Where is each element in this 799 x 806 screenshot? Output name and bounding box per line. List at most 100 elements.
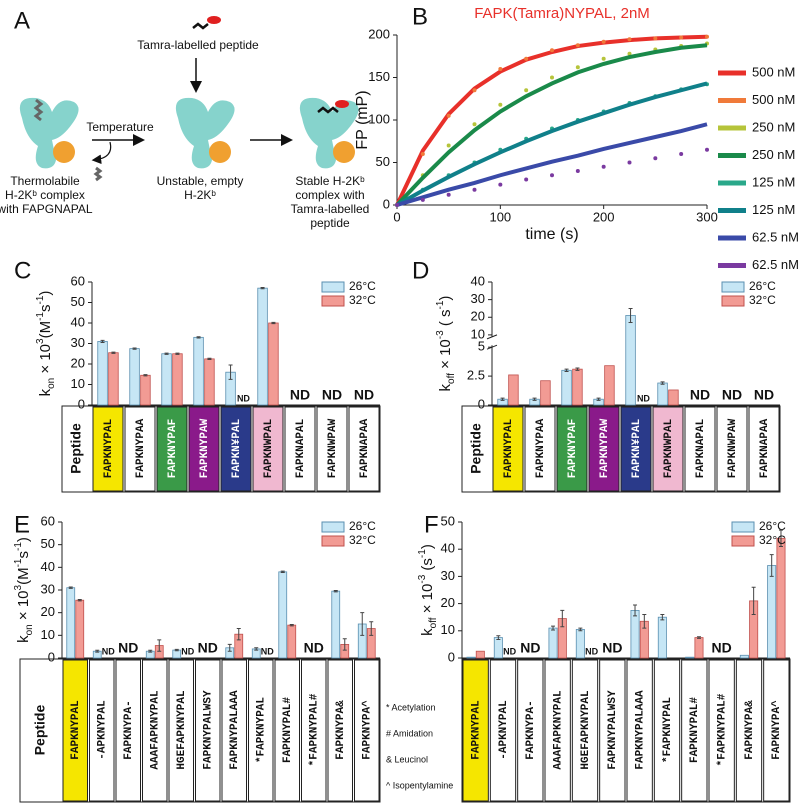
bar [572,368,583,406]
bar [287,624,297,659]
state-caption: H-2Kᵇ complex [5,188,85,202]
category-cell [316,406,348,492]
state-caption: Thermolabile [10,174,80,188]
y-label-part: -1 [35,295,46,304]
y-label-part: k [37,388,54,396]
category-cell [156,406,188,492]
y-label-part: × 10 [437,339,454,373]
bar [172,649,182,659]
category-cell [763,659,790,802]
panel-label: E [14,511,30,538]
category-cell [115,659,141,802]
table-frame [61,405,381,493]
legend-swatch [721,281,745,293]
category-label: AAAFAPKNYPAL [150,690,162,770]
error-bar [77,599,82,602]
bar [204,358,215,406]
category-cell [571,659,599,802]
error-bar [575,367,580,371]
category-label: FAPKNYPA- [525,700,537,759]
error-bar [227,643,232,652]
error-bar [68,586,73,589]
y-label-part: on [46,378,57,389]
error-bar [628,307,633,324]
value-label: ND [520,640,540,656]
legend-label: 250 nM [752,147,795,162]
value-label: ND [722,387,742,403]
b2m-1 [53,141,75,163]
x-tick-label: 100 [489,209,511,224]
category-label: FAPKNYPAW [599,418,611,478]
data-point [601,56,606,61]
error-bar [132,347,137,350]
bar [540,380,551,406]
state-caption: Tamra-labelled [291,202,370,216]
y-axis-label: FP (mP) [354,90,371,149]
y-tick-label: 200 [368,26,390,41]
y-tick-label: 0 [478,396,485,411]
category-cell [124,406,156,492]
category-cell [681,659,708,802]
x-tick-label: 300 [696,209,718,224]
error-bar [111,351,116,354]
legend-swatch [731,535,755,547]
category-label: FAPKNAPAL [695,418,707,478]
footnote: ^ Isopentylamine [386,780,453,790]
error-bar [551,625,556,631]
error-bar [196,336,201,339]
category-cell [284,406,316,492]
y-label-part: × 10 [15,590,32,624]
chart-title: FAPK(Tamra)NYPAL, 2nM [474,5,650,22]
error-bar [289,623,294,627]
table-frame [19,658,381,803]
state-caption: peptide [310,216,350,230]
legend-label: 125 nM [752,202,795,217]
data-point [472,122,477,127]
b2m-2 [209,141,231,163]
bar [466,656,476,659]
category-label: -APKNYPAL [97,700,109,760]
y-label-part: 3 [13,584,24,590]
category-cell [221,659,247,802]
y-tick-label: 2.5 [467,368,485,383]
y-label-part: on [24,624,35,635]
category-label: FAPKNAPAL [295,418,307,478]
y-tick-label: 60 [41,513,55,528]
value-label: ND [290,387,310,403]
data-point [550,75,554,80]
y-label-part: (M [15,567,32,585]
error-bar [596,397,601,401]
y-tick-label: 40 [441,541,455,556]
y-label-part: × 10 [419,584,436,618]
y-tick-label: 100 [368,111,390,126]
y-tick-label: 50 [41,536,55,551]
bar [767,565,777,659]
error-bar [254,647,259,651]
y-tick-label: 50 [376,154,390,169]
y-tick-label: 40 [41,559,55,574]
bar [604,365,615,406]
y-tick-label: 30 [441,568,455,583]
y-label-part: -1 [435,300,446,309]
data-point [627,51,632,56]
y-label-part: -1 [13,558,24,567]
y-label-part: -1 [35,312,46,321]
error-bar [642,613,647,629]
category-cell [274,659,300,802]
category-cell [252,406,284,492]
category-cell [92,406,124,492]
category-cell [684,406,716,492]
table-frame [461,405,781,493]
fit-line [395,43,708,207]
category-label: FAPKN¥PAL [231,418,243,478]
category-label: FAPKNYPA& [744,700,756,760]
error-bar [578,627,583,632]
category-label: FAPKNAPAA [759,418,771,478]
legend-label: 32°C [749,293,776,307]
category-label: FAPKNYPALAAA [635,690,647,770]
value-label: ND [637,393,650,403]
legend-swatch [731,521,755,533]
data-point [472,187,477,192]
category-label: FAPKNYPAF [167,419,179,478]
category-cell [556,406,588,492]
